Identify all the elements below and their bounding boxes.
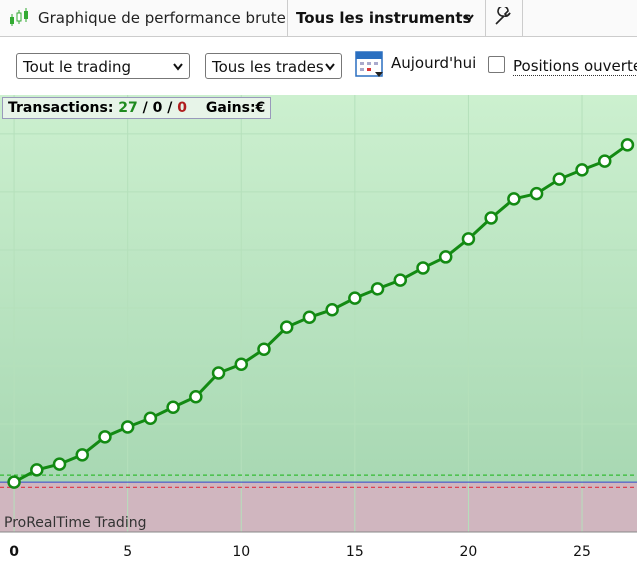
point: [98, 430, 112, 444]
chevron: [173, 63, 183, 71]
point: [575, 163, 589, 177]
point: [302, 310, 317, 325]
loss-zone: [0, 482, 637, 532]
point: [507, 192, 521, 206]
point: [393, 273, 408, 287]
instrument-label: Tous les instruments: [296, 9, 472, 27]
transactions-label: Transactions:: [8, 100, 114, 116]
point: [620, 138, 635, 152]
gain-zone: [0, 95, 637, 483]
point: [529, 186, 544, 201]
chevron: [325, 63, 335, 71]
point: [166, 400, 180, 414]
point: [484, 211, 498, 225]
losing-count: 0: [177, 100, 188, 116]
x-tick-label: 10: [232, 544, 250, 560]
open-positions-label[interactable]: Positions ouverte: [513, 57, 637, 76]
neutral-count: 0: [152, 100, 163, 116]
watermark: ProRealTime Trading: [4, 515, 146, 531]
point: [75, 448, 89, 462]
point: [416, 261, 430, 275]
point: [257, 342, 271, 356]
chevron: [464, 14, 474, 22]
gains-label: Gains:: [205, 100, 256, 116]
date-label[interactable]: Aujourd'hui: [391, 54, 477, 72]
point: [438, 250, 453, 264]
separator: /: [167, 100, 173, 116]
winning-count: 27: [118, 100, 138, 116]
point: [30, 463, 44, 477]
trades-text: Tous les trades: [212, 58, 324, 76]
point: [597, 154, 612, 168]
point: [211, 366, 226, 380]
candle-icon: [10, 8, 28, 26]
x-tick-label: 15: [346, 544, 364, 560]
trades-select[interactable]: Tous les trades: [205, 53, 342, 79]
gains-unit: €: [255, 100, 266, 116]
scope-text: Tout le trading: [23, 58, 132, 76]
summary-box: Transactions: 27 / 0 / 0 Gains:€: [2, 97, 272, 119]
point: [143, 411, 158, 426]
point: [7, 475, 21, 489]
filter-bar: Tout le trading Tous les trades Aujourd'…: [0, 37, 637, 94]
point: [120, 420, 135, 434]
x-tick-label: 25: [573, 544, 591, 560]
point: [279, 320, 294, 334]
settings-button[interactable]: [486, 0, 523, 36]
x-tick-label: 20: [460, 544, 478, 560]
toolbar: Graphique de performance brute Tous les …: [0, 0, 637, 37]
tab-performance[interactable]: Graphique de performance brute: [0, 0, 288, 36]
separator: /: [142, 100, 148, 116]
x-tick-label: 5: [123, 544, 132, 560]
point: [552, 172, 567, 186]
calendar-button[interactable]: [355, 49, 385, 79]
instrument-menu[interactable]: Tous les instruments: [288, 0, 486, 36]
point: [370, 282, 385, 296]
checkbox[interactable]: [488, 56, 505, 73]
point: [348, 291, 362, 305]
point: [234, 357, 249, 372]
point: [325, 302, 339, 317]
line: [13, 143, 629, 484]
point: [52, 457, 67, 471]
tab-title: Graphique de performance brute: [38, 9, 286, 27]
x-tick-label: 0: [9, 544, 19, 560]
point: [461, 232, 476, 246]
point: [189, 390, 203, 404]
scope-select[interactable]: Tout le trading: [16, 53, 190, 79]
wrench-icon: [495, 7, 511, 25]
